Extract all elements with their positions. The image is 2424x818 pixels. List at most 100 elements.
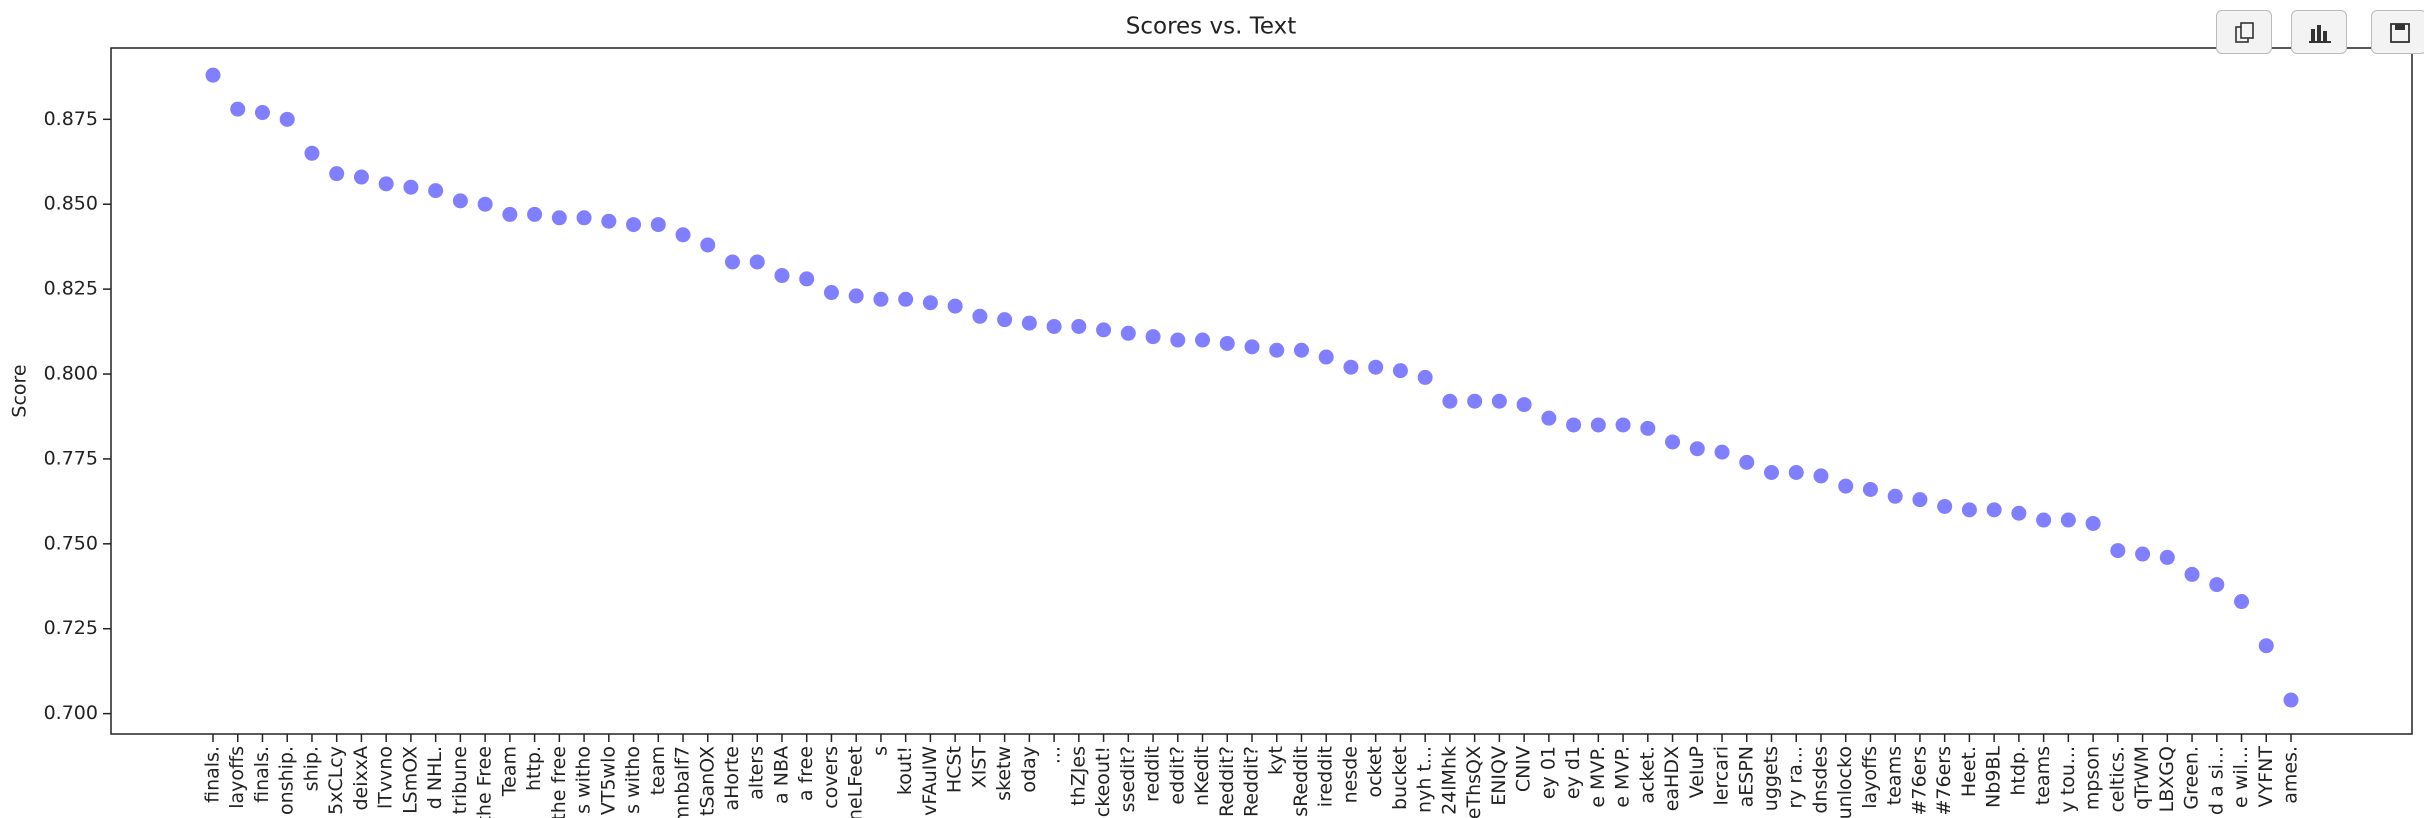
point xyxy=(2234,594,2250,610)
x-tick-label: finals. xyxy=(202,746,224,803)
x-tick-label: 24lMhk xyxy=(1438,746,1460,815)
x-tick-label: team xyxy=(647,746,669,795)
x-tick-label: Nb9BL xyxy=(1983,746,2005,808)
chart-icon xyxy=(2309,25,2331,43)
point xyxy=(2060,512,2076,528)
x-tick-label: mnbalf7 xyxy=(672,746,694,818)
x-tick-label: the Free xyxy=(474,746,496,818)
point xyxy=(1541,410,1557,426)
copy-button[interactable] xyxy=(2216,10,2272,54)
x-tick-label: sketw xyxy=(993,746,1015,801)
x-tick-label: kout! xyxy=(894,746,916,795)
point xyxy=(1195,332,1211,348)
point xyxy=(848,288,864,304)
x-tick-label: reddit xyxy=(1142,746,1164,802)
point xyxy=(230,101,246,117)
x-tick-label: qTrWM xyxy=(2131,746,2153,810)
x-tick-label: nKedit xyxy=(1191,746,1213,806)
x-tick-label: CNIV xyxy=(1513,746,1535,792)
point xyxy=(1788,465,1804,481)
point xyxy=(1417,369,1433,385)
x-tick-label: nesde xyxy=(1339,746,1361,803)
point xyxy=(2036,512,2052,528)
x-tick-label: aESPN xyxy=(1735,746,1757,807)
point xyxy=(1516,397,1532,413)
point xyxy=(947,298,963,314)
point xyxy=(1467,393,1483,409)
point xyxy=(1689,441,1705,457)
x-tick-label: the free xyxy=(548,746,570,818)
point xyxy=(428,183,444,199)
point xyxy=(1813,468,1829,484)
x-tick-label: tSanOX xyxy=(696,746,718,816)
x-tick-label: VeIuP xyxy=(1686,746,1708,798)
x-tick-label: ocket xyxy=(1364,746,1386,798)
x-tick-label: teams xyxy=(2032,746,2054,805)
point xyxy=(2110,543,2126,559)
point xyxy=(1615,417,1631,433)
point xyxy=(823,285,839,301)
x-tick-label: #76ers xyxy=(1933,746,1955,816)
chart-button[interactable] xyxy=(2291,10,2347,54)
point xyxy=(2184,566,2200,582)
x-tick-label: vFAuIW xyxy=(919,746,941,816)
x-tick-label: Reddit? xyxy=(1216,746,1238,817)
x-tick-label: e wil... xyxy=(2230,746,2252,808)
x-tick-label: LBXGQ xyxy=(2156,746,2178,812)
y-axis-label: Score xyxy=(9,364,31,417)
x-tick-label: XIST xyxy=(968,746,990,789)
point xyxy=(477,196,493,212)
point xyxy=(1145,329,1161,345)
y-tick-label: 0.825 xyxy=(44,278,98,300)
x-tick-label: layoffs xyxy=(1859,746,1881,809)
point xyxy=(378,176,394,192)
x-tick-label: 5xCLcy xyxy=(325,746,347,815)
point xyxy=(452,193,468,209)
x-tick-label: sReddit xyxy=(1290,746,1312,817)
point xyxy=(922,295,938,311)
x-tick-label: http. xyxy=(523,746,545,791)
x-tick-label: alters xyxy=(746,746,768,800)
point xyxy=(2135,546,2151,562)
x-tick-label: HCSt xyxy=(944,746,966,793)
x-tick-label: e MVP. xyxy=(1587,746,1609,808)
point xyxy=(873,291,889,307)
x-tick-label: teams xyxy=(1884,746,1906,805)
x-tick-label: htdp. xyxy=(2007,746,2029,796)
x-tick-label: celtics. xyxy=(2106,746,2128,813)
x-tick-label: Green. xyxy=(2181,746,2203,810)
point xyxy=(1392,363,1408,379)
point xyxy=(2085,515,2101,531)
plot-frame xyxy=(110,47,2413,735)
x-tick-label: kyt xyxy=(1265,746,1287,775)
x-tick-label: covers xyxy=(820,746,842,809)
x-tick-label: eThsQX xyxy=(1463,746,1485,818)
point xyxy=(2159,549,2175,565)
point xyxy=(774,268,790,284)
point xyxy=(1590,417,1606,433)
x-tick-label: #76ers xyxy=(1908,746,1930,816)
x-tick-label: a free xyxy=(795,746,817,801)
point xyxy=(2209,577,2225,593)
x-tick-label: ry ra... xyxy=(1785,746,1807,809)
point xyxy=(997,312,1013,328)
x-tick-label: e MVP. xyxy=(1612,746,1634,808)
point xyxy=(1912,492,1928,508)
point xyxy=(353,169,369,185)
save-button[interactable] xyxy=(2371,10,2424,54)
x-tick-label: Team xyxy=(498,746,520,797)
x-tick-label: neLFeet xyxy=(845,746,867,818)
save-icon xyxy=(2390,23,2410,43)
point xyxy=(254,105,270,121)
point xyxy=(1887,488,1903,504)
point xyxy=(2011,505,2027,521)
point xyxy=(1838,478,1854,494)
point xyxy=(2283,692,2299,708)
point xyxy=(576,210,592,226)
x-tick-label: bucket xyxy=(1389,746,1411,810)
x-tick-label: thZJes xyxy=(1067,746,1089,806)
y-tick-label: 0.850 xyxy=(44,193,98,215)
point xyxy=(1170,332,1186,348)
x-tick-label: ames. xyxy=(2280,746,2302,804)
point xyxy=(1986,502,2002,518)
